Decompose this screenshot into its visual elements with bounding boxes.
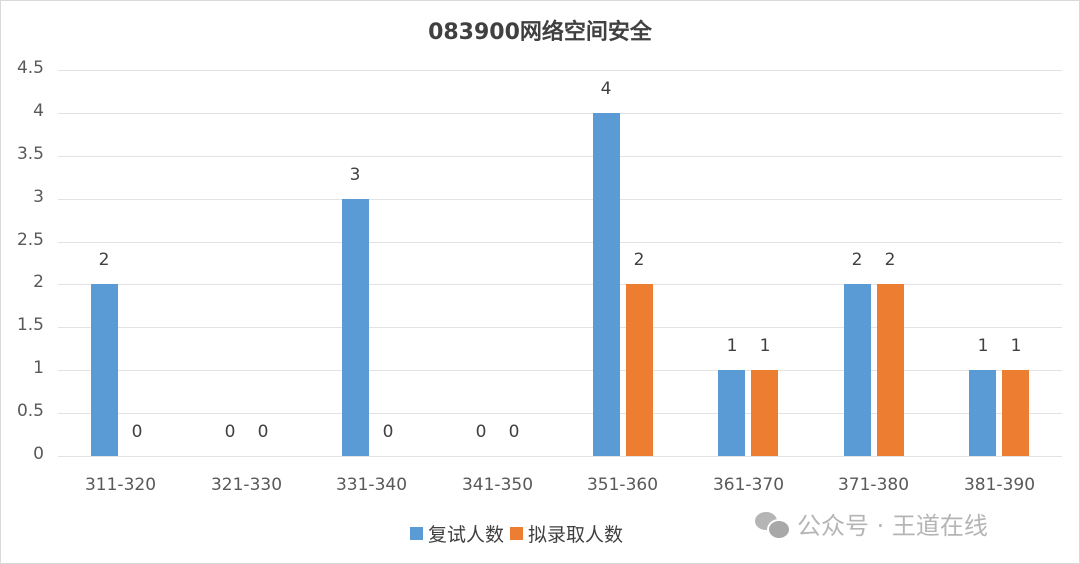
x-tick-label: 361-370: [712, 475, 785, 495]
gridline: [58, 242, 1062, 243]
y-tick-label: 1.5: [16, 315, 44, 335]
gridline: [58, 113, 1062, 114]
gridline: [58, 370, 1062, 371]
data-label: 1: [726, 336, 738, 356]
bar-retest: [593, 113, 620, 456]
gridline: [58, 413, 1062, 414]
legend-item-admitted: 拟录取人数: [510, 520, 623, 547]
data-label: 0: [382, 422, 394, 442]
y-tick-label: 3.5: [16, 144, 44, 164]
legend: 复试人数 拟录取人数: [410, 520, 629, 547]
x-tick-label: 331-340: [335, 475, 408, 495]
data-label: 4: [600, 79, 612, 99]
legend-swatch-orange: [510, 527, 524, 540]
bar-retest: [91, 284, 118, 456]
wechat-icon: [755, 510, 791, 540]
data-label: 1: [1010, 336, 1022, 356]
data-label: 2: [851, 250, 863, 270]
watermark-text: 公众号 · 王道在线: [797, 512, 988, 540]
bar-admitted: [1002, 370, 1029, 456]
bar-retest: [718, 370, 745, 456]
data-label: 0: [257, 422, 269, 442]
data-label: 2: [98, 250, 110, 270]
y-tick-label: 0: [33, 444, 44, 464]
data-label: 0: [475, 422, 487, 442]
data-label: 2: [633, 250, 645, 270]
y-tick-label: 2.5: [16, 230, 44, 250]
gridline: [58, 70, 1062, 71]
gridline: [58, 456, 1062, 457]
bar-admitted: [751, 370, 778, 456]
gridline: [58, 156, 1062, 157]
bar-retest: [969, 370, 996, 456]
y-tick-label: 0.5: [16, 401, 44, 421]
x-tick-label: 311-320: [84, 475, 157, 495]
bar-admitted: [877, 284, 904, 456]
x-tick-label: 341-350: [461, 475, 534, 495]
bar-retest: [342, 199, 369, 456]
y-tick-label: 4: [33, 101, 44, 121]
data-label: 0: [224, 422, 236, 442]
data-label: 0: [508, 422, 520, 442]
bar-retest: [844, 284, 871, 456]
gridline: [58, 327, 1062, 328]
legend-label: 复试人数: [428, 524, 505, 546]
data-label: 1: [977, 336, 989, 356]
data-label: 1: [759, 336, 771, 356]
watermark: 公众号 · 王道在线: [755, 506, 988, 541]
x-tick-label: 321-330: [210, 475, 283, 495]
data-label: 2: [884, 250, 896, 270]
x-tick-label: 351-360: [586, 475, 659, 495]
x-tick-label: 371-380: [837, 475, 910, 495]
y-tick-label: 4.5: [16, 58, 44, 78]
y-tick-label: 1: [33, 358, 44, 378]
legend-label: 拟录取人数: [528, 524, 624, 546]
y-tick-label: 2: [33, 272, 44, 292]
x-tick-label: 381-390: [963, 475, 1036, 495]
gridline: [58, 199, 1062, 200]
legend-swatch-blue: [410, 527, 423, 540]
data-label: 3: [349, 165, 361, 185]
chart-title: 083900网络空间安全: [428, 20, 652, 45]
legend-item-retest: 复试人数: [410, 520, 504, 547]
gridline: [58, 284, 1062, 285]
bar-admitted: [626, 284, 653, 456]
y-tick-label: 3: [33, 187, 44, 207]
data-label: 0: [131, 422, 143, 442]
